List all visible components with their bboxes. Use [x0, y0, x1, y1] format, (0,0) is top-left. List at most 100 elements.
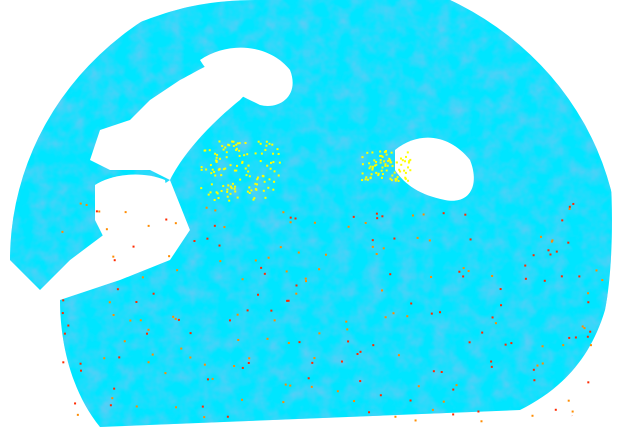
- strong-echo-pixel: [151, 353, 154, 356]
- strong-echo-pixel: [67, 324, 70, 327]
- strong-echo-pixel: [205, 206, 208, 209]
- light-echo-pixel: [368, 162, 371, 165]
- strong-echo-pixel: [345, 320, 348, 323]
- light-echo-pixel: [262, 189, 265, 192]
- light-echo-pixel: [217, 168, 220, 171]
- strong-echo-pixel: [567, 241, 570, 244]
- light-echo-pixel: [200, 187, 203, 190]
- strong-echo-pixel: [287, 299, 290, 302]
- strong-echo-pixel: [132, 245, 135, 248]
- strong-echo-pixel: [297, 251, 300, 254]
- strong-echo-pixel: [462, 275, 465, 278]
- light-echo-pixel: [377, 172, 380, 175]
- light-echo-pixel: [364, 178, 367, 181]
- strong-echo-pixel: [510, 342, 513, 345]
- strong-echo-pixel: [375, 212, 378, 215]
- strong-echo-pixel: [589, 344, 592, 347]
- strong-echo-pixel: [499, 288, 502, 291]
- strong-echo-pixel: [481, 331, 484, 334]
- light-echo-pixel: [233, 169, 236, 172]
- light-echo-pixel: [252, 198, 255, 201]
- strong-echo-pixel: [318, 332, 321, 335]
- light-echo-pixel: [269, 167, 272, 170]
- light-echo-pixel: [389, 177, 392, 180]
- strong-echo-pixel: [581, 325, 584, 328]
- light-echo-pixel: [369, 165, 372, 168]
- light-echo-pixel: [400, 163, 403, 166]
- strong-echo-pixel: [539, 235, 542, 238]
- light-echo-pixel: [215, 159, 218, 162]
- light-echo-pixel: [262, 175, 265, 178]
- strong-echo-pixel: [266, 337, 269, 340]
- strong-echo-pixel: [248, 357, 251, 360]
- strong-echo-pixel: [74, 402, 77, 405]
- strong-echo-pixel: [260, 266, 263, 269]
- strong-echo-pixel: [241, 366, 244, 369]
- light-echo-pixel: [225, 156, 228, 159]
- light-echo-pixel: [368, 167, 371, 170]
- strong-echo-pixel: [382, 247, 385, 250]
- strong-echo-pixel: [578, 275, 581, 278]
- light-echo-pixel: [214, 174, 217, 177]
- strong-echo-pixel: [389, 273, 392, 276]
- light-echo-pixel: [256, 183, 259, 186]
- strong-echo-pixel: [469, 238, 472, 241]
- light-echo-pixel: [200, 166, 203, 169]
- strong-echo-pixel: [189, 356, 192, 359]
- light-echo-pixel: [227, 143, 230, 146]
- strong-echo-pixel: [147, 328, 150, 331]
- strong-echo-pixel: [562, 344, 565, 347]
- light-echo-pixel: [409, 158, 412, 161]
- light-echo-pixel: [407, 166, 410, 169]
- light-echo-pixel: [235, 148, 238, 151]
- light-echo-pixel: [229, 185, 232, 188]
- light-echo-pixel: [211, 168, 214, 171]
- strong-echo-pixel: [118, 356, 121, 359]
- strong-echo-pixel: [311, 361, 314, 364]
- light-echo-pixel: [389, 159, 392, 162]
- strong-echo-pixel: [541, 362, 544, 365]
- strong-echo-pixel: [574, 336, 577, 339]
- strong-echo-pixel: [211, 377, 214, 380]
- strong-echo-pixel: [336, 390, 339, 393]
- strong-echo-pixel: [233, 365, 236, 368]
- strong-echo-pixel: [295, 284, 298, 287]
- strong-echo-pixel: [213, 224, 216, 227]
- light-echo-pixel: [383, 160, 386, 163]
- strong-echo-pixel: [431, 408, 434, 411]
- strong-echo-pixel: [549, 253, 552, 256]
- strong-echo-pixel: [397, 354, 400, 357]
- strong-echo-pixel: [109, 404, 112, 407]
- light-echo-pixel: [277, 174, 280, 177]
- strong-echo-pixel: [203, 416, 206, 419]
- strong-echo-pixel: [124, 211, 127, 214]
- strong-echo-pixel: [595, 269, 598, 272]
- light-echo-pixel: [224, 146, 227, 149]
- strong-echo-pixel: [189, 332, 192, 335]
- light-echo-pixel: [271, 143, 274, 146]
- strong-echo-pixel: [79, 369, 82, 372]
- strong-echo-pixel: [112, 255, 115, 258]
- strong-echo-pixel: [76, 413, 79, 416]
- strong-echo-pixel: [438, 311, 441, 314]
- strong-echo-pixel: [298, 341, 301, 344]
- light-echo-pixel: [256, 178, 259, 181]
- strong-echo-pixel: [464, 213, 467, 216]
- light-echo-pixel: [216, 153, 219, 156]
- light-echo-pixel: [234, 185, 237, 188]
- strong-echo-pixel: [228, 319, 231, 322]
- strong-echo-pixel: [219, 260, 222, 263]
- strong-echo-pixel: [394, 415, 397, 418]
- light-echo-pixel: [254, 152, 257, 155]
- light-echo-pixel: [385, 169, 388, 172]
- strong-echo-pixel: [381, 289, 384, 292]
- light-echo-pixel: [246, 153, 249, 156]
- strong-echo-pixel: [532, 368, 535, 371]
- light-echo-pixel: [220, 174, 223, 177]
- light-echo-pixel: [407, 161, 410, 164]
- strong-echo-pixel: [313, 357, 316, 360]
- strong-echo-pixel: [500, 304, 503, 307]
- strong-echo-pixel: [347, 225, 350, 228]
- strong-echo-pixel: [241, 398, 244, 401]
